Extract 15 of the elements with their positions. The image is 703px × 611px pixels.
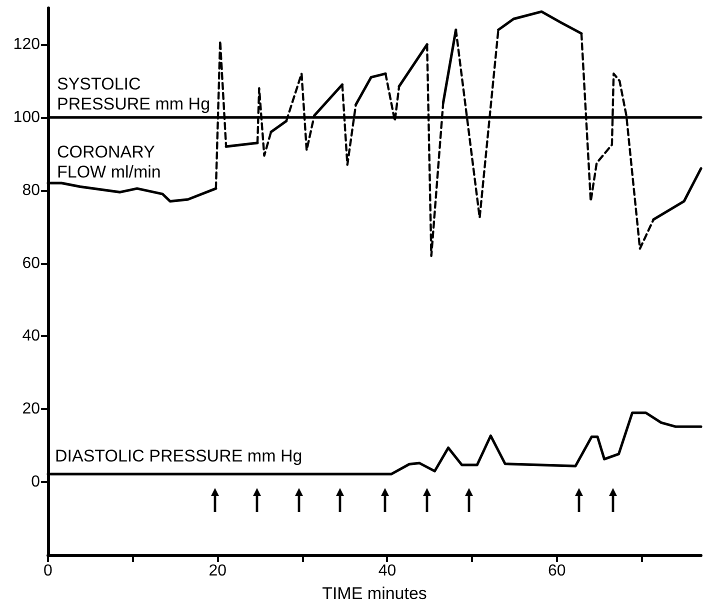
annotation: SYSTOLIC PRESSURE mm Hg <box>57 74 210 114</box>
y-tick-label: 100 <box>13 108 40 126</box>
y-tick-label: 120 <box>13 36 40 53</box>
x-axis-title: TIME minutes <box>322 584 427 603</box>
x-tick-label: 40 <box>378 562 396 580</box>
x-tick-label: 0 <box>44 562 53 580</box>
annotation: CORONARY FLOW ml/min <box>57 142 161 182</box>
x-tick-label: 60 <box>548 562 566 580</box>
y-tick-label: 60 <box>22 254 40 272</box>
y-tick-label: 80 <box>22 182 40 199</box>
y-tick-label: 40 <box>22 328 40 345</box>
y-tick-label: 0 <box>31 474 40 491</box>
annotation: DIASTOLIC PRESSURE mm Hg <box>55 446 302 466</box>
y-tick-label: 20 <box>22 400 40 418</box>
x-tick-label: 20 <box>208 562 227 580</box>
